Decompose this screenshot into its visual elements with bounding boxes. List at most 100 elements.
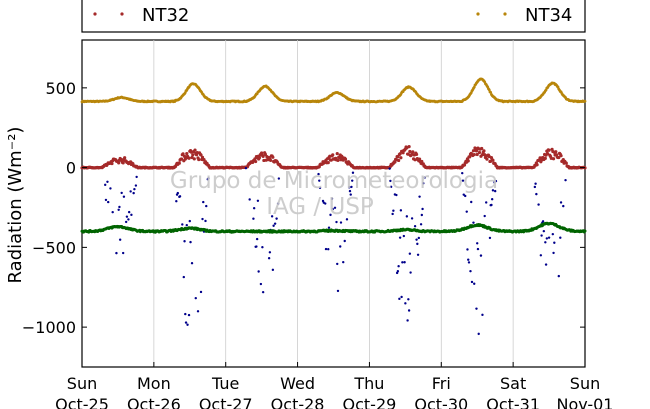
point-nt32 xyxy=(466,159,470,163)
point-shortwave xyxy=(327,248,330,251)
point-shortwave xyxy=(544,263,548,266)
point-shortwave xyxy=(248,198,251,201)
point-shortwave xyxy=(404,302,407,305)
point-shortwave xyxy=(252,217,255,220)
point-shortwave xyxy=(268,251,272,254)
point-shortwave xyxy=(121,251,125,255)
watermark: Grupo de Micrometeorologia IAG / USP xyxy=(170,168,498,220)
point-shortwave xyxy=(252,207,256,210)
point-shortwave xyxy=(273,222,277,225)
point-nt32 xyxy=(185,152,189,156)
point-shortwave xyxy=(118,205,121,209)
point-shortwave xyxy=(557,274,560,278)
point-shortwave xyxy=(553,241,556,244)
grid-lines xyxy=(153,40,514,367)
point-shortwave xyxy=(559,201,563,204)
point-shortwave xyxy=(469,269,472,273)
point-shortwave xyxy=(389,179,392,183)
point-shortwave xyxy=(201,217,204,221)
point-shortwave xyxy=(461,171,464,175)
point-shortwave xyxy=(541,220,545,223)
point-nt32 xyxy=(331,153,335,157)
point-nt32 xyxy=(547,148,551,152)
point-shortwave xyxy=(117,208,120,211)
point-nt34 xyxy=(472,85,476,89)
point-shortwave xyxy=(485,201,488,204)
point-nt34 xyxy=(583,99,587,103)
point-shortwave xyxy=(184,312,187,316)
point-nt32 xyxy=(554,153,559,157)
y-axis-label: Radiation (Wm⁻²) xyxy=(5,127,26,284)
point-shortwave xyxy=(540,234,543,237)
point-shortwave xyxy=(420,213,424,217)
point-shortwave xyxy=(490,197,494,201)
point-nt34 xyxy=(489,91,493,94)
point-nt32 xyxy=(480,153,485,157)
y-tick-label: −500 xyxy=(32,238,76,257)
point-shortwave xyxy=(339,245,342,248)
point-shortwave xyxy=(483,214,486,218)
point-shortwave xyxy=(461,179,465,182)
x-tick-label-day: Tue xyxy=(211,374,239,393)
point-shortwave xyxy=(342,260,345,264)
point-shortwave xyxy=(476,242,479,245)
point-shortwave xyxy=(423,176,427,179)
point-nt32 xyxy=(117,161,121,165)
point-nt32 xyxy=(261,154,265,158)
point-shortwave xyxy=(115,251,118,255)
point-shortwave xyxy=(479,254,483,257)
point-shortwave xyxy=(407,309,411,312)
point-shortwave xyxy=(207,176,210,180)
point-nt32 xyxy=(260,151,264,155)
point-shortwave xyxy=(277,177,281,180)
point-shortwave xyxy=(413,225,417,228)
point-nt32 xyxy=(401,151,405,155)
point-shortwave xyxy=(402,234,406,238)
point-shortwave xyxy=(185,223,188,227)
point-nt32 xyxy=(254,159,258,164)
point-shortwave xyxy=(135,175,138,179)
point-shortwave xyxy=(333,206,337,209)
point-nt32 xyxy=(559,154,563,158)
point-shortwave xyxy=(400,295,403,299)
point-shortwave xyxy=(335,220,338,224)
point-nt32 xyxy=(485,157,489,161)
point-shortwave xyxy=(130,213,133,217)
point-shortwave xyxy=(467,261,471,264)
legend-label-nt32: NT32 xyxy=(142,5,189,26)
point-nt32 xyxy=(191,153,195,157)
point-nt32 xyxy=(396,155,400,159)
x-tick-label-date: Oct-26 xyxy=(127,395,181,409)
point-shortwave xyxy=(418,195,421,198)
point-shortwave xyxy=(397,265,400,268)
point-nt32 xyxy=(480,146,484,151)
x-tick-label-day: Fri xyxy=(432,374,451,393)
point-shortwave xyxy=(261,246,264,249)
point-shortwave xyxy=(470,200,473,204)
point-shortwave xyxy=(127,218,130,221)
point-shortwave xyxy=(188,219,191,223)
point-shortwave xyxy=(409,271,412,274)
point-shortwave xyxy=(544,241,547,244)
point-shortwave xyxy=(349,193,352,196)
point-shortwave xyxy=(351,171,355,174)
point-shortwave xyxy=(343,239,346,243)
point-nt32 xyxy=(491,158,495,162)
point-nt32 xyxy=(399,156,403,160)
point-nt32 xyxy=(335,151,339,156)
point-shortwave xyxy=(417,236,421,240)
point-nt32 xyxy=(477,150,482,155)
point-shortwave xyxy=(127,210,131,214)
point-nt32 xyxy=(545,152,550,156)
point-nt32 xyxy=(181,152,185,156)
point-shortwave xyxy=(176,191,180,195)
axes: Sun Oct-25 Mon Oct-26 Tue Oct-27 Wed Oct-28 Thu O… xyxy=(22,79,614,409)
point-shortwave xyxy=(464,194,467,198)
point-shortwave xyxy=(533,185,537,189)
point-shortwave xyxy=(537,203,540,206)
point-nt32 xyxy=(192,157,196,161)
point-shortwave xyxy=(552,251,555,255)
point-nt32 xyxy=(482,149,486,153)
point-shortwave xyxy=(466,248,469,251)
